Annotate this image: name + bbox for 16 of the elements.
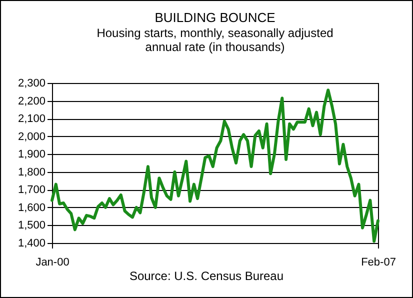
chart-title: BUILDING BOUNCE <box>154 10 276 25</box>
x-tick-label: Feb-07 <box>361 256 396 268</box>
y-tick-label: 1,600 <box>18 202 46 214</box>
y-tick-label: 2,000 <box>18 130 46 143</box>
y-tick-label: 2,200 <box>18 95 46 108</box>
y-tick-label: 1,400 <box>18 238 46 250</box>
y-tick-label: 1,500 <box>18 220 46 232</box>
source-note: Source: U.S. Census Bureau <box>128 269 285 283</box>
y-tick-label: 1,700 <box>18 184 46 196</box>
line-series <box>50 88 380 243</box>
y-tick-label: 1,800 <box>18 166 46 178</box>
y-tick-label: 2,300 <box>18 78 46 90</box>
y-tick-label: 1,900 <box>18 148 46 161</box>
y-tick-label: 2,100 <box>18 113 46 126</box>
chart-subtitle: Housing starts, monthly, seasonally adjusted annual rate (in thousands) <box>96 26 334 54</box>
x-tick-label: Jan-00 <box>36 256 70 268</box>
